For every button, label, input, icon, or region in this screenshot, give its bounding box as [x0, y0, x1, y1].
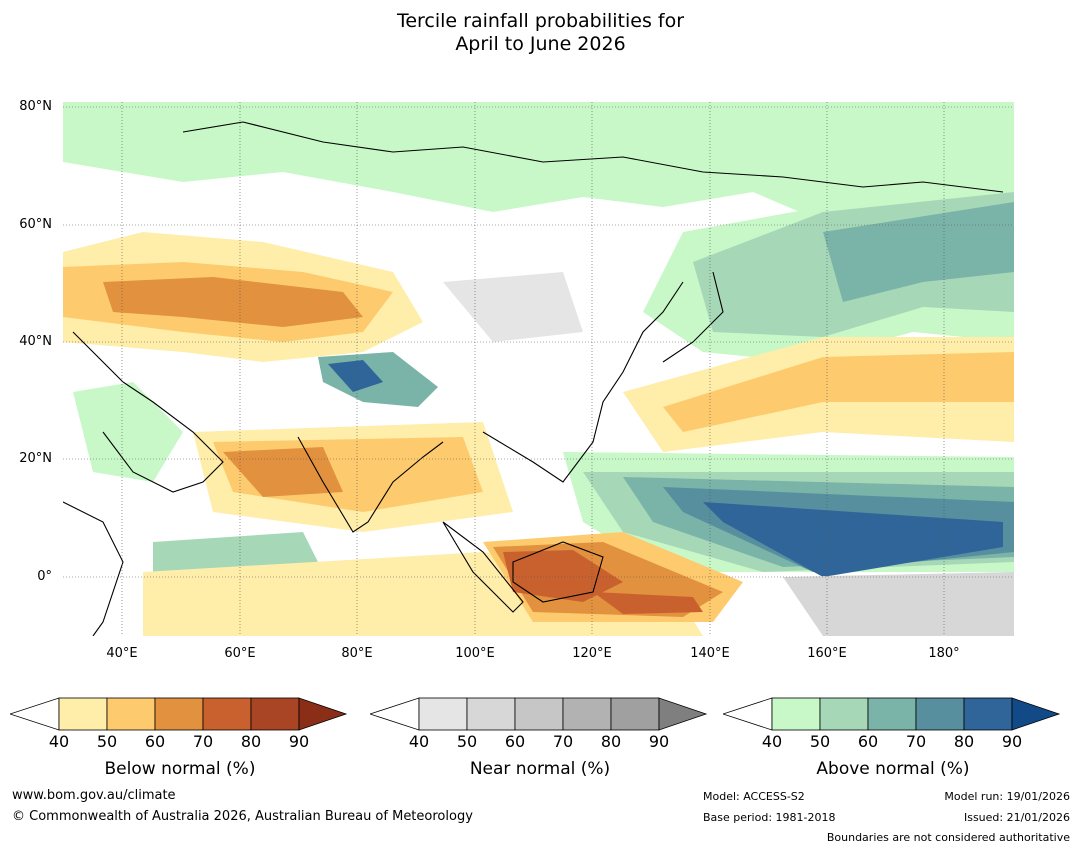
lat-label-60n: 60°N — [19, 217, 52, 232]
below-normal-banda-sea — [593, 592, 703, 614]
colorbar-below-normal — [10, 697, 348, 731]
below-normal-bin-80 — [250, 697, 300, 731]
below-tick-80: 80 — [240, 732, 262, 751]
below-tick-50: 50 — [96, 732, 118, 751]
near-normal-low-extension — [370, 697, 420, 731]
probability-fields — [63, 102, 1014, 636]
borneo-coastline — [512, 541, 604, 603]
near-tick-50: 50 — [456, 732, 478, 751]
map-title: Tercile rainfall probabilities for April… — [0, 10, 1081, 56]
near-tick-40: 40 — [408, 732, 430, 751]
near-normal-bin-50 — [466, 697, 516, 731]
above-tick-70: 70 — [905, 732, 927, 751]
above-tick-50: 50 — [809, 732, 831, 751]
colorbar-above-normal — [723, 697, 1061, 731]
above-normal-arabia — [73, 382, 183, 482]
above-tick-60: 60 — [857, 732, 879, 751]
below-normal-bin-50 — [106, 697, 156, 731]
sumatra-coastline — [442, 521, 524, 613]
above-normal-bin-40 — [771, 697, 821, 731]
near-tick-60: 60 — [504, 732, 526, 751]
near-normal-bin-40 — [418, 697, 468, 731]
coastlines — [63, 121, 1004, 636]
issued-text: Issued: 21/01/2026 — [963, 811, 1070, 824]
lon-label-180: 180° — [928, 646, 960, 661]
near-tick-70: 70 — [552, 732, 574, 751]
above-tick-90: 90 — [1001, 732, 1023, 751]
above-normal-bin-60 — [867, 697, 917, 731]
title-line-2: April to June 2026 — [455, 33, 626, 55]
below-normal-high-extension — [298, 697, 348, 731]
lon-label-120e: 120°E — [572, 646, 612, 661]
above-normal-label: Above normal (%) — [816, 759, 970, 779]
lon-label-80e: 80°E — [341, 646, 373, 661]
below-normal-bin-60 — [154, 697, 204, 731]
below-normal-core — [103, 277, 363, 327]
copyright-text: © Commonwealth of Australia 2026, Austra… — [12, 809, 473, 824]
lon-label-100e: 100°E — [455, 646, 495, 661]
near-normal-central-asia — [443, 272, 583, 342]
title-line-1: Tercile rainfall probabilities for — [396, 10, 685, 32]
below-normal-low-extension — [10, 697, 60, 731]
model-run-text: Model run: 19/01/2026 — [944, 790, 1070, 803]
lon-label-160e: 160°E — [807, 646, 847, 661]
lon-label-40e: 40°E — [106, 646, 138, 661]
above-normal-bin-80 — [963, 697, 1013, 731]
disclaimer-text: Boundaries are not considered authoritat… — [826, 831, 1070, 844]
lat-label-0: 0° — [37, 569, 52, 584]
above-normal-low-extension — [723, 697, 773, 731]
below-tick-70: 70 — [192, 732, 214, 751]
base-period-text: Base period: 1981-2018 — [703, 811, 836, 824]
lon-label-140e: 140°E — [690, 646, 730, 661]
near-normal-south-pacific — [783, 572, 1014, 636]
above-tick-40: 40 — [761, 732, 783, 751]
near-tick-90: 90 — [648, 732, 670, 751]
website-link[interactable]: www.bom.gov.au/climate — [12, 788, 176, 803]
below-normal-pacific-core — [663, 352, 1014, 432]
east-asia-coastline — [482, 281, 684, 483]
lat-label-20n: 20°N — [19, 451, 52, 466]
arctic-coastline — [182, 121, 1004, 193]
india-coastline — [297, 436, 444, 533]
near-normal-label: Near normal (%) — [469, 759, 611, 779]
below-tick-40: 40 — [48, 732, 70, 751]
near-normal-bin-80 — [610, 697, 660, 731]
gridlines — [63, 102, 1014, 636]
below-normal-borneo-core — [503, 550, 623, 602]
africa-coastline — [63, 501, 124, 636]
near-tick-80: 80 — [600, 732, 622, 751]
lon-label-60e: 60°E — [224, 646, 256, 661]
lat-label-80n: 80°N — [19, 99, 52, 114]
near-normal-bin-60 — [514, 697, 564, 731]
above-normal-siberia — [63, 102, 1014, 222]
below-normal-bin-40 — [58, 697, 108, 731]
below-normal-label: Below normal (%) — [104, 759, 256, 779]
above-normal-high-extension — [1011, 697, 1061, 731]
above-normal-bin-50 — [819, 697, 869, 731]
arabia-coastline — [72, 331, 224, 493]
lat-label-40n: 40°N — [19, 334, 52, 349]
japan-coastline — [662, 271, 724, 363]
below-normal-bin-70 — [202, 697, 252, 731]
below-normal-india-hotspot — [223, 447, 343, 497]
rainfall-probability-map — [63, 102, 1014, 636]
above-normal-core — [703, 502, 1003, 577]
below-tick-60: 60 — [144, 732, 166, 751]
above-normal-bin-70 — [915, 697, 965, 731]
model-text: Model: ACCESS-S2 — [703, 790, 805, 803]
near-normal-high-extension — [658, 697, 708, 731]
above-normal-okhotsk — [823, 202, 1014, 302]
above-tick-80: 80 — [953, 732, 975, 751]
colorbar-near-normal — [370, 697, 708, 731]
above-normal-tibet-core — [328, 360, 383, 392]
near-normal-bin-70 — [562, 697, 612, 731]
below-tick-90: 90 — [288, 732, 310, 751]
